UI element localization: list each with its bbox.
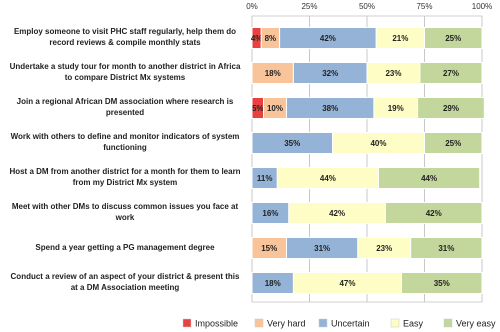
value-label: 47% [339,279,355,288]
category-label: Work with others to define and monitor i… [10,132,240,152]
value-label: 42% [426,209,442,218]
x-tick-label: 100% [472,2,492,11]
bar-segment [417,97,485,119]
value-label: 40% [370,139,386,148]
value-label: 25% [445,34,461,43]
legend-swatch [254,318,264,328]
legend-label: Very easy [456,318,496,328]
legend-label: Impossible [195,318,238,328]
legend-swatch [443,318,453,328]
value-label: 42% [329,209,345,218]
value-label: 35% [434,279,450,288]
value-label: 42% [320,34,336,43]
value-label: 8% [265,34,277,43]
legend-label: Very hard [267,318,306,328]
legend-swatch [182,318,192,328]
value-label: 25% [445,139,461,148]
x-tick-label: 0% [246,2,258,11]
category-label: Host a DM from another district for a mo… [9,167,241,187]
legend-swatch [318,318,328,328]
value-label: 38% [322,104,338,113]
value-label: 32% [322,69,338,78]
bar-segment [419,62,483,84]
value-label: 31% [314,244,330,253]
legend-swatch [390,318,400,328]
category-label: Join a regional African DM association w… [16,97,234,117]
value-label: 18% [265,69,281,78]
value-label: 35% [284,139,300,148]
bar-segment [410,237,483,259]
value-label: 4% [251,34,263,43]
bar-segment [401,272,483,294]
legend-label: Easy [403,318,424,328]
value-label: 44% [320,174,336,183]
x-tick-label: 50% [359,2,375,11]
x-tick-label: 75% [416,2,432,11]
bar-segment [378,167,481,189]
bar-segment [384,202,483,224]
value-label: 16% [262,209,278,218]
bar-segment [424,132,483,154]
value-label: 18% [265,279,281,288]
value-label: 27% [443,69,459,78]
value-label: 23% [376,244,392,253]
value-label: 23% [385,69,401,78]
category-label: Meet with other DMs to discuss common is… [11,202,239,222]
value-label: 29% [443,104,459,113]
category-label: Conduct a review of an aspect of your di… [10,272,240,292]
value-label: 31% [438,244,454,253]
value-label: 21% [392,34,408,43]
value-label: 19% [388,104,404,113]
value-label: 5% [252,104,264,113]
legend-label: Uncertain [331,318,370,328]
value-label: 10% [267,104,283,113]
value-label: 15% [261,244,277,253]
category-label: Spend a year getting a PG management deg… [35,242,215,252]
bar-segment [424,27,483,49]
x-tick-label: 25% [301,2,317,11]
value-label: 11% [257,174,273,183]
category-label: Undertake a study tour for month to anot… [9,62,241,82]
value-label: 44% [421,174,437,183]
category-label: Employ someone to visit PHC staff regula… [13,27,237,47]
